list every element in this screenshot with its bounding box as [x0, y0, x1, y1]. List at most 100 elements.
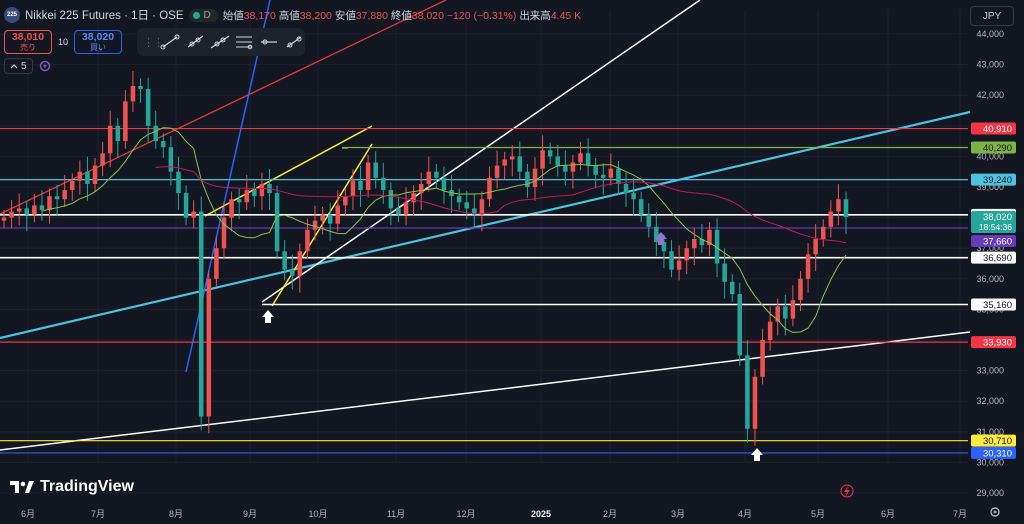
- candle-body: [783, 306, 788, 319]
- settings-gear-icon[interactable]: [988, 505, 1002, 519]
- buy-button[interactable]: 38,020 買い: [74, 30, 123, 54]
- candle-body: [646, 214, 652, 227]
- candle-body: [176, 171, 181, 194]
- candle-body: [661, 242, 667, 252]
- candle-body: [289, 269, 295, 276]
- candle-body: [183, 193, 189, 218]
- chevron-up-icon: [10, 64, 18, 69]
- price-level-label: 36,690: [983, 253, 1012, 264]
- candle-body: [335, 205, 341, 224]
- candle-body: [441, 177, 447, 191]
- symbol-title[interactable]: Nikkei 225 Futures · 1日 · OSE: [25, 10, 184, 22]
- trend-lines: [0, 0, 971, 451]
- price-level-label: 39,240: [983, 175, 1012, 186]
- candle-body: [320, 214, 325, 221]
- candle-body: [570, 162, 576, 172]
- candle-body: [540, 150, 545, 169]
- trend-line: [261, 0, 701, 303]
- chart-grid: [0, 10, 968, 494]
- parallel-channel-tool-icon[interactable]: [233, 30, 256, 54]
- time-tick-label: 8月: [169, 509, 183, 519]
- extended-line-tool-icon[interactable]: [208, 30, 231, 54]
- price-level-label-bg: [971, 434, 1016, 447]
- candle-body: [252, 190, 257, 197]
- trend-line: [0, 110, 971, 340]
- candle-body: [16, 208, 22, 212]
- indicator-sync-icon[interactable]: [39, 60, 51, 72]
- currency-button[interactable]: JPY: [970, 6, 1014, 26]
- trend-line: [0, 0, 447, 215]
- candle-body: [638, 199, 644, 215]
- candle-body: [714, 229, 720, 264]
- price-level-label-bg: [971, 234, 1016, 247]
- candle-body: [161, 141, 166, 148]
- drag-handle-icon[interactable]: ⋮⋮: [143, 36, 164, 49]
- candle-body: [39, 205, 45, 210]
- price-level-label: 35,160: [983, 300, 1012, 311]
- candle-body: [479, 199, 485, 215]
- price-level-label-bg: [971, 141, 1016, 154]
- candle-body: [654, 226, 659, 243]
- candle-body: [9, 211, 14, 218]
- candle-body: [669, 251, 674, 270]
- candle-body: [259, 183, 265, 197]
- horizontal-ray-tool-icon[interactable]: [258, 30, 281, 54]
- candle-body: [752, 376, 758, 429]
- price-tick-label: 33,000: [976, 366, 1004, 376]
- sell-button[interactable]: 38,010 売り: [4, 30, 52, 54]
- candle-body: [206, 278, 212, 417]
- price-tick-label: 36,000: [976, 274, 1004, 284]
- last-price-label-bg: [971, 210, 1016, 233]
- tradingview-logo[interactable]: TradingView: [10, 478, 134, 496]
- info-line-tool-icon[interactable]: [282, 30, 305, 54]
- candle-body: [699, 239, 705, 246]
- price-level-label: 40,290: [983, 143, 1012, 154]
- price-tick-label: 37,000: [976, 243, 1004, 253]
- time-tick-label: 11月: [387, 509, 405, 519]
- time-tick-label: 6月: [881, 509, 895, 519]
- tradingview-logo-icon: [10, 481, 34, 493]
- market-status-badge[interactable]: D: [188, 8, 218, 22]
- candle-body: [805, 254, 811, 279]
- moving-average-short: [41, 127, 847, 333]
- candle-body: [434, 171, 439, 178]
- horizontal-levels: [0, 127, 968, 454]
- indicators-row: 5: [4, 58, 51, 74]
- trend-line: [0, 331, 971, 451]
- candle-body: [115, 125, 121, 142]
- candle-body: [616, 168, 621, 184]
- price-level-label-bg: [971, 298, 1016, 311]
- time-tick-label: 6月: [21, 509, 35, 519]
- price-level-label: 33,930: [983, 338, 1012, 349]
- candle-body: [578, 153, 583, 163]
- candle-body: [737, 294, 743, 356]
- flash-alert-icon[interactable]: [840, 484, 854, 498]
- candle-body: [767, 321, 773, 340]
- candle-body: [388, 190, 394, 209]
- candle-body: [70, 180, 75, 191]
- ray-tool-icon[interactable]: [184, 30, 207, 54]
- ohlc-values: 始値38,170 高値38,200 安値37,880 終値38,020 −120…: [222, 9, 582, 22]
- candle-body: [214, 248, 219, 279]
- moving-average-long: [155, 166, 847, 244]
- indicators-toggle[interactable]: 5: [4, 58, 33, 74]
- time-tick-label: 10月: [308, 509, 327, 519]
- candle-body: [487, 177, 492, 200]
- candle-body: [729, 281, 735, 295]
- trend-line-tool-icon[interactable]: [159, 30, 182, 54]
- candle-body: [813, 239, 818, 255]
- time-tick-label: 12月: [456, 509, 475, 519]
- symbol-logo[interactable]: 225: [4, 7, 20, 23]
- candle-body: [168, 147, 174, 172]
- time-tick-label: 7月: [953, 509, 967, 519]
- candle-body: [47, 196, 52, 210]
- candle-body: [327, 214, 333, 224]
- candle-body: [745, 355, 750, 429]
- candle-body: [92, 165, 98, 184]
- countdown-label: 18:54:36: [979, 222, 1012, 232]
- candle-body: [547, 150, 553, 157]
- candle-body: [509, 156, 515, 160]
- price-tick-label: 30,000: [976, 457, 1004, 467]
- price-level-label-bg: [971, 446, 1016, 459]
